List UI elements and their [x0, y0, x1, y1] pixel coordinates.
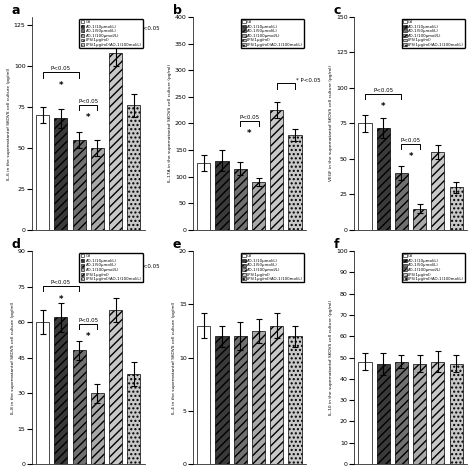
Text: e: e — [173, 238, 181, 251]
Y-axis label: IL-4 in the supernatantof SKOVS cell culture (pg/ml): IL-4 in the supernatantof SKOVS cell cul… — [172, 301, 176, 414]
Legend: Ctl, AO-1(10μmol/L), AO-1(50μmol/L), AO-1(100μmol/L), LPS(1μg/ml), LPS(1μg/ml)/A: Ctl, AO-1(10μmol/L), AO-1(50μmol/L), AO-… — [80, 19, 143, 48]
Bar — [55, 318, 67, 464]
Y-axis label: IL-8 in the supernatantof SKOVS cell culture (pg/ml): IL-8 in the supernatantof SKOVS cell cul… — [11, 301, 15, 414]
Bar — [377, 128, 390, 230]
Text: P<0.05: P<0.05 — [51, 280, 71, 285]
Text: b: b — [173, 4, 182, 17]
Text: f: f — [334, 238, 339, 251]
Bar — [449, 364, 463, 464]
Bar — [377, 364, 390, 464]
Text: *: * — [59, 294, 63, 303]
Legend: Ctl, AO-1(10μmol/L), AO-1(50μmol/L), AO-1(100μmol/L), LPS(1μg/ml), LPS(1μg/ml)/A: Ctl, AO-1(10μmol/L), AO-1(50μmol/L), AO-… — [402, 253, 465, 283]
Text: d: d — [11, 238, 20, 251]
Bar — [288, 135, 301, 230]
Bar — [109, 310, 122, 464]
Text: P<0.05: P<0.05 — [239, 115, 259, 119]
Y-axis label: IL-6 in the supernatantof SKOVS cell culture (pg/ml): IL-6 in the supernatantof SKOVS cell cul… — [7, 67, 11, 180]
Y-axis label: IL-10 in the supernatantof SKOVS cell culture (pg/ml): IL-10 in the supernatantof SKOVS cell cu… — [329, 300, 333, 415]
Text: *: * — [86, 113, 91, 122]
Legend: Ctl, AO-1(10μmol/L), AO-1(50μmol/L), AO-1(100μmol/L), LPS(1μg/ml), LPS(1μg/ml)/A: Ctl, AO-1(10μmol/L), AO-1(50μmol/L), AO-… — [241, 19, 304, 48]
Text: c: c — [334, 4, 341, 17]
Legend: Ctl, AO-1(10μmol/L), AO-1(50μmol/L), AO-1(100μmol/L), LPS(1μg/ml), LPS(1μg/ml)/A: Ctl, AO-1(10μmol/L), AO-1(50μmol/L), AO-… — [402, 19, 465, 48]
Bar — [252, 331, 265, 464]
Bar — [234, 169, 247, 230]
Bar — [395, 173, 408, 230]
Text: * P<0.05: * P<0.05 — [135, 264, 159, 269]
Text: P<0.05: P<0.05 — [373, 88, 393, 93]
Bar — [73, 140, 86, 230]
Legend: Ctl, AO-1(10μmol/L), AO-1(50μmol/L), AO-1(100μmol/L), LPS(1μg/ml), LPS(1μg/ml)/A: Ctl, AO-1(10μmol/L), AO-1(50μmol/L), AO-… — [80, 253, 143, 283]
Text: *: * — [59, 81, 63, 90]
Bar — [127, 105, 140, 230]
Bar — [395, 362, 408, 464]
Y-axis label: IL-17A in the supernatantof SKOVS cell culture (pg/ml): IL-17A in the supernatantof SKOVS cell c… — [168, 64, 172, 182]
Bar — [270, 110, 283, 230]
Bar — [127, 374, 140, 464]
Text: * P<0.05: * P<0.05 — [135, 26, 159, 31]
Text: P<0.05: P<0.05 — [401, 137, 420, 143]
Text: * P<0.05: * P<0.05 — [296, 78, 320, 83]
Bar — [109, 53, 122, 230]
Text: *: * — [247, 129, 252, 138]
Bar — [413, 209, 426, 230]
Y-axis label: VEGF in the supernatantof SKOVS cell culture (pg/ml): VEGF in the supernatantof SKOVS cell cul… — [329, 65, 333, 182]
Bar — [216, 336, 228, 464]
Bar — [358, 123, 372, 230]
Bar — [431, 362, 445, 464]
Bar — [55, 118, 67, 230]
Bar — [449, 187, 463, 230]
Text: *: * — [86, 332, 91, 341]
Bar — [91, 148, 104, 230]
Text: P<0.05: P<0.05 — [78, 99, 98, 104]
Bar — [270, 326, 283, 464]
Bar — [197, 326, 210, 464]
Bar — [413, 364, 426, 464]
Text: P<0.05: P<0.05 — [51, 66, 71, 71]
Bar — [197, 163, 210, 230]
Bar — [252, 182, 265, 230]
Legend: Ctl, AO-1(10μmol/L), AO-1(50μmol/L), AO-1(100μmol/L), LPS(1μg/ml), LPS(1μg/ml)/A: Ctl, AO-1(10μmol/L), AO-1(50μmol/L), AO-… — [241, 253, 304, 283]
Bar — [288, 336, 301, 464]
Text: P<0.05: P<0.05 — [78, 318, 98, 323]
Bar — [234, 336, 247, 464]
Text: *: * — [381, 102, 385, 111]
Bar — [91, 393, 104, 464]
Text: a: a — [11, 4, 20, 17]
Bar — [73, 350, 86, 464]
Bar — [36, 115, 49, 230]
Bar — [216, 161, 228, 230]
Bar — [36, 322, 49, 464]
Bar — [431, 152, 445, 230]
Text: *: * — [408, 152, 413, 161]
Bar — [358, 362, 372, 464]
